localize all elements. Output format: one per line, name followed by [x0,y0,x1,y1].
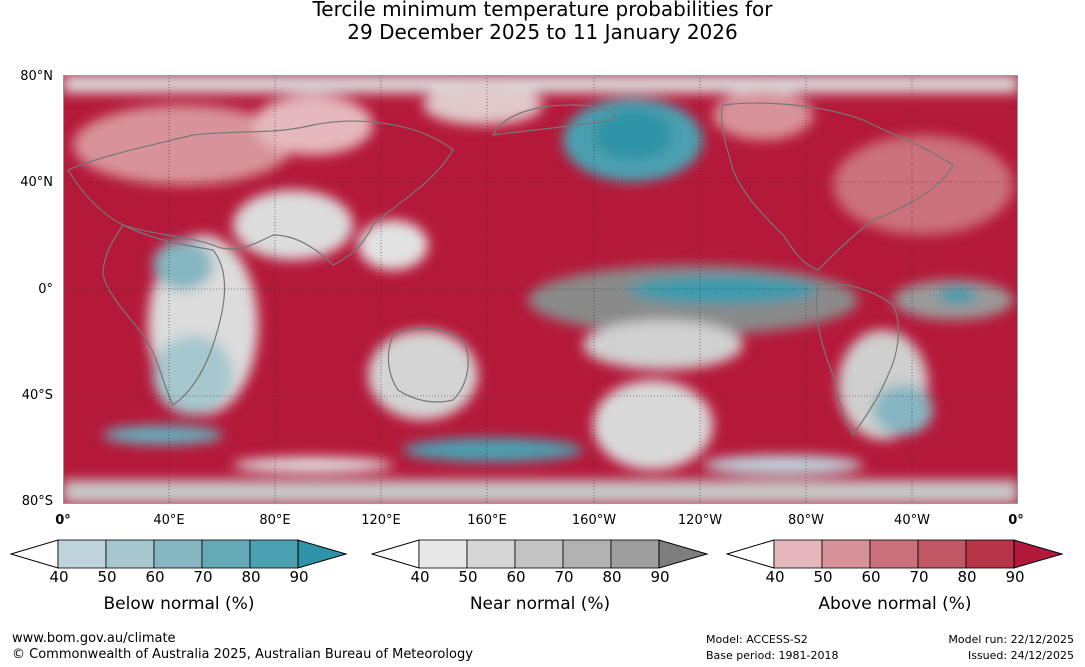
cb-above-tick: 40 [765,568,785,586]
colorbar-segment [514,539,564,569]
cb-near-tick: 50 [458,568,478,586]
lon-label-40e: 40°E [153,513,185,528]
cb-above-tick: 80 [957,568,977,586]
lon-label-0-left: 0° [55,513,71,528]
cb-below-tick: 50 [97,568,117,586]
colorbar-segment [917,539,967,569]
lat-label-40s: 40°S [21,388,53,403]
cb-below-tick: 90 [289,568,309,586]
lat-label-80n: 80°N [20,69,53,84]
lon-label-40w: 40°W [894,513,930,528]
footer-website-link[interactable]: www.bom.gov.au/climate [12,631,176,646]
colorbar-segment [821,539,871,569]
map-title-line1: Tercile minimum temperature probabilitie… [312,0,773,21]
colorbar-segment [249,539,299,569]
footer-issued: Issued: 24/12/2025 [967,649,1074,662]
cb-above-tick: 50 [813,568,833,586]
colorbar-segment [57,539,107,569]
cb-above-tick: 70 [909,568,929,586]
cb-near-tick: 80 [602,568,622,586]
cb-below-tick: 70 [193,568,213,586]
colorbar-segment [105,539,155,569]
cb-below-tick: 60 [145,568,165,586]
cb-near-tick: 70 [554,568,574,586]
colorbar-segment [466,539,516,569]
cb-below-tick: 40 [49,568,69,586]
footer-copyright: © Commonwealth of Australia 2025, Austra… [12,647,473,662]
lat-label-40n: 40°N [20,175,53,190]
colorbar-low-arrow [726,539,775,569]
lon-label-120e: 120°E [361,513,401,528]
cb-below-tick: 80 [241,568,261,586]
footer-model: Model: ACCESS-S2 [706,633,808,646]
colorbar-segment [773,539,823,569]
footer-base-period: Base period: 1981-2018 [706,649,839,662]
colorbar-segment [201,539,251,569]
colorbar-segment [869,539,919,569]
legend-label-above: Above normal (%) [818,594,972,614]
cb-near-tick: 90 [650,568,670,586]
colorbar-above [726,539,1064,569]
probability-regions [63,75,1018,504]
cb-above-tick: 60 [861,568,881,586]
colorbar-below [10,539,348,569]
gridlines [63,75,1018,504]
lat-label-80s: 80°S [21,494,53,509]
coastlines [67,102,954,437]
colorbar-high-arrow [1013,539,1064,569]
lat-label-0: 0° [38,282,53,297]
colorbar-near [371,539,709,569]
colorbar-segment [610,539,660,569]
cb-near-tick: 40 [410,568,430,586]
lon-label-160e: 160°E [467,513,507,528]
colorbar-low-arrow [10,539,59,569]
lon-label-80w: 80°W [788,513,824,528]
colorbar-high-arrow [297,539,348,569]
colorbar-segment [418,539,468,569]
lon-label-0-right: 0° [1008,513,1024,528]
footer-model-run: Model run: 22/12/2025 [948,633,1074,646]
legend-label-near: Near normal (%) [469,594,611,614]
lon-label-80e: 80°E [259,513,291,528]
map-title-line2: 29 December 2025 to 11 January 2026 [347,20,738,44]
colorbar-low-arrow [371,539,420,569]
cb-near-tick: 60 [506,568,526,586]
probability-map [63,75,1018,504]
colorbar-segment [153,539,203,569]
colorbar-high-arrow [658,539,709,569]
lon-label-160w: 160°W [571,513,617,528]
colorbar-segment [965,539,1015,569]
cb-above-tick: 90 [1005,568,1025,586]
lon-label-120w: 120°W [677,513,723,528]
colorbar-segment [562,539,612,569]
legend-label-below: Below normal (%) [103,594,255,614]
